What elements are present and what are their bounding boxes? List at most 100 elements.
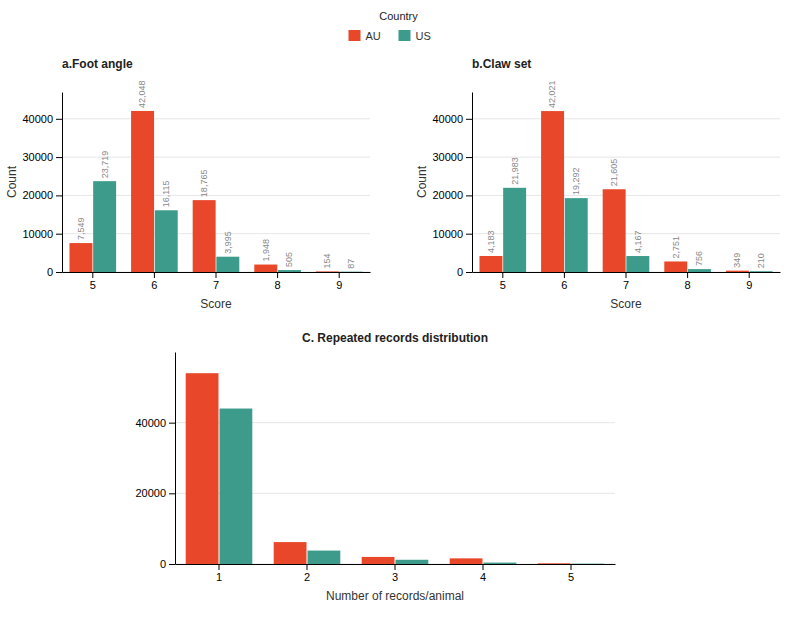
data-label: 21,605: [609, 159, 619, 187]
y-tick: 20000: [22, 189, 62, 201]
data-label: 42,021: [547, 81, 557, 109]
bar: [186, 373, 219, 564]
tick-mark: [571, 564, 572, 570]
data-label: 42,048: [137, 80, 147, 108]
tick-mark: [626, 272, 627, 278]
grid: [62, 119, 370, 272]
tick-label: 7: [213, 279, 219, 291]
y-tick: 10000: [432, 228, 472, 240]
tick-label: 40000: [135, 417, 166, 429]
x-tick: 9: [336, 272, 342, 291]
y-axis-title: Count: [5, 165, 19, 198]
bar: [396, 560, 429, 564]
chart-panel: 4,18342,02121,6052,75134921,98319,2924,1…: [415, 57, 781, 311]
bar: [93, 181, 116, 272]
bar: [69, 243, 92, 272]
x-axis-title: Score: [200, 297, 232, 311]
legend-swatch: [399, 30, 411, 41]
y-tick: 10000: [22, 228, 62, 240]
data-label: 154: [322, 253, 332, 268]
bar: [316, 271, 339, 272]
legend: CountryAUUS: [349, 10, 431, 42]
tick-mark: [466, 272, 472, 273]
chart-canvas: 7,54942,04818,7651,94815423,71916,1153,9…: [0, 0, 797, 626]
x-axis: 56789: [473, 272, 781, 291]
x-axis-title: Score: [610, 297, 642, 311]
y-axis: 010000200003000040000: [22, 93, 62, 279]
y-tick: 0: [160, 558, 175, 570]
tick-mark: [219, 564, 220, 570]
x-tick: 5: [90, 272, 96, 291]
chart-panel: 1234502000040000Number of records/animal…: [135, 331, 615, 603]
bars: [479, 111, 772, 272]
tick-mark: [56, 119, 62, 120]
bar: [664, 261, 687, 272]
legend-title: Country: [379, 10, 418, 22]
tick-label: 4: [480, 571, 486, 583]
legend-label: US: [416, 30, 431, 42]
tick-label: 8: [275, 279, 281, 291]
data-label: 4,167: [633, 231, 643, 254]
grid: [472, 119, 780, 272]
tick-mark: [466, 119, 472, 120]
tick-mark: [56, 195, 62, 196]
y-tick: 20000: [135, 487, 175, 499]
tick-mark: [56, 234, 62, 235]
bar: [541, 111, 564, 272]
tick-label: 3: [392, 571, 398, 583]
y-axis: 010000200003000040000: [432, 93, 472, 279]
y-tick: 0: [47, 266, 62, 278]
bar: [626, 256, 649, 272]
tick-mark: [564, 272, 565, 278]
data-label: 19,292: [571, 168, 581, 196]
tick-mark: [56, 272, 62, 273]
tick-label: 30000: [432, 151, 463, 163]
legend-swatch: [349, 30, 361, 41]
x-tick: 5: [500, 272, 506, 291]
bar: [484, 563, 517, 564]
bar: [278, 270, 301, 272]
bars: [69, 111, 362, 272]
tick-mark: [92, 272, 93, 278]
bar: [450, 558, 483, 564]
data-labels: 4,18342,02121,6052,75134921,98319,2924,1…: [486, 81, 766, 269]
tick-mark: [154, 272, 155, 278]
bar: [254, 265, 277, 272]
tick-mark: [169, 493, 175, 494]
tick-label: 40000: [22, 113, 53, 125]
bar: [340, 271, 363, 272]
grid-line: [62, 118, 370, 119]
axis-line: [175, 353, 176, 565]
tick-label: 40000: [432, 113, 463, 125]
bar: [538, 563, 571, 564]
tick-label: 20000: [135, 487, 166, 499]
tick-label: 9: [336, 279, 342, 291]
bar: [362, 557, 395, 564]
tick-label: 0: [47, 266, 53, 278]
bar: [750, 271, 773, 272]
bar: [308, 551, 341, 564]
axis-line: [62, 93, 63, 273]
tick-label: 8: [685, 279, 691, 291]
x-tick: 9: [746, 272, 752, 291]
data-label: 349: [732, 253, 742, 268]
data-label: 2,751: [671, 236, 681, 259]
tick-mark: [169, 564, 175, 565]
y-tick: 40000: [432, 113, 472, 125]
x-axis-title: Number of records/animal: [326, 589, 464, 603]
bar: [726, 271, 749, 272]
tick-label: 0: [160, 558, 166, 570]
tick-label: 10000: [22, 228, 53, 240]
y-tick: 0: [457, 266, 472, 278]
chart-title: C. Repeated records distribution: [302, 331, 488, 345]
data-label: 87: [346, 259, 356, 269]
grid-line: [472, 118, 780, 119]
tick-label: 6: [561, 279, 567, 291]
tick-mark: [687, 272, 688, 278]
tick-mark: [277, 272, 278, 278]
tick-mark: [56, 157, 62, 158]
x-tick: 4: [480, 564, 486, 583]
tick-label: 6: [151, 279, 157, 291]
x-tick: 2: [304, 564, 310, 583]
y-tick: 40000: [135, 417, 175, 429]
